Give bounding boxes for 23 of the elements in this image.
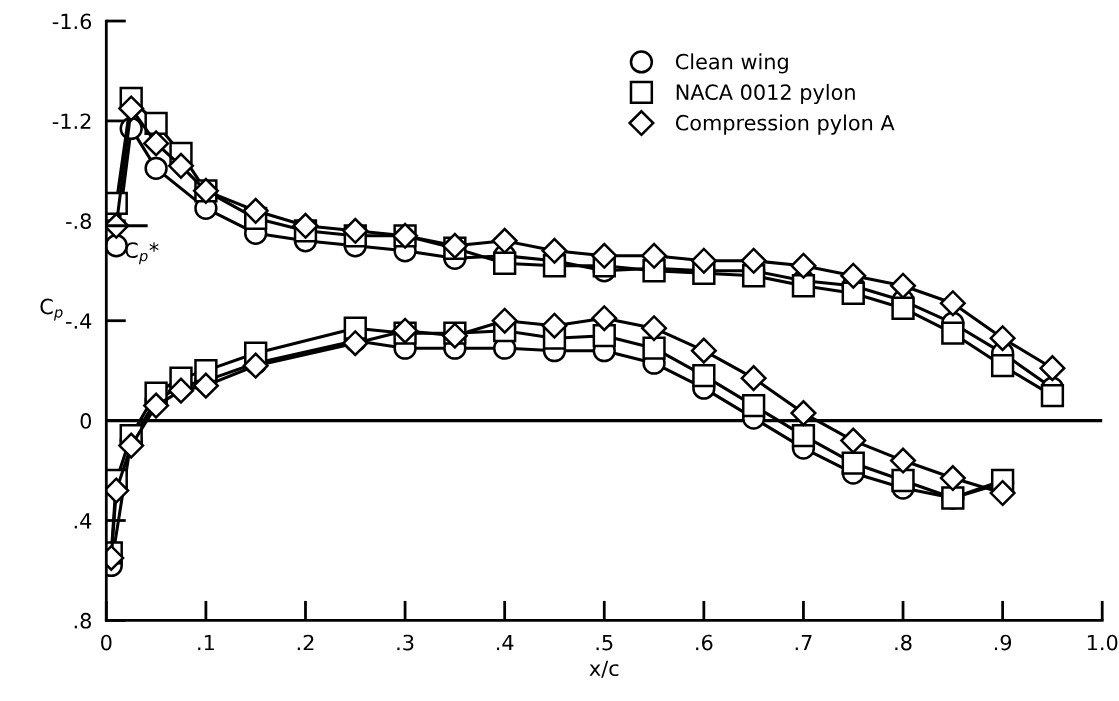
x-tick-label: 0 <box>101 634 112 651</box>
x-tick-label: .3 <box>397 634 414 651</box>
x-tick-label: .1 <box>198 634 214 651</box>
legend-label: Compression pylon A <box>675 114 895 135</box>
y-tick-label: .4 <box>74 513 92 529</box>
x-tick-label: .8 <box>895 634 912 651</box>
y-axis-title: C$_{p}$ <box>40 298 63 321</box>
x-tick-label: .9 <box>994 634 1012 651</box>
y-tick-label: -1.6 <box>52 13 92 30</box>
x-tick-label: 1.0 <box>1087 634 1118 651</box>
x-tick-label: .4 <box>496 634 514 651</box>
x-tick-label: .7 <box>795 634 812 651</box>
x-tick-label: .6 <box>696 634 713 651</box>
y-tick-label: 0 <box>80 413 92 429</box>
y-tick-label: -.8 <box>66 213 91 230</box>
legend-label: Clean wing <box>675 53 788 74</box>
y-tick-label: -.4 <box>66 313 92 329</box>
y-tick-label: -1.2 <box>52 113 91 129</box>
x-axis-title: x/c <box>589 660 619 678</box>
legend-label: NACA 0012 pylon <box>676 83 855 105</box>
x-tick-label: .2 <box>297 634 314 651</box>
x-tick-label: .5 <box>596 634 613 651</box>
y-tick-label: .8 <box>74 612 91 629</box>
